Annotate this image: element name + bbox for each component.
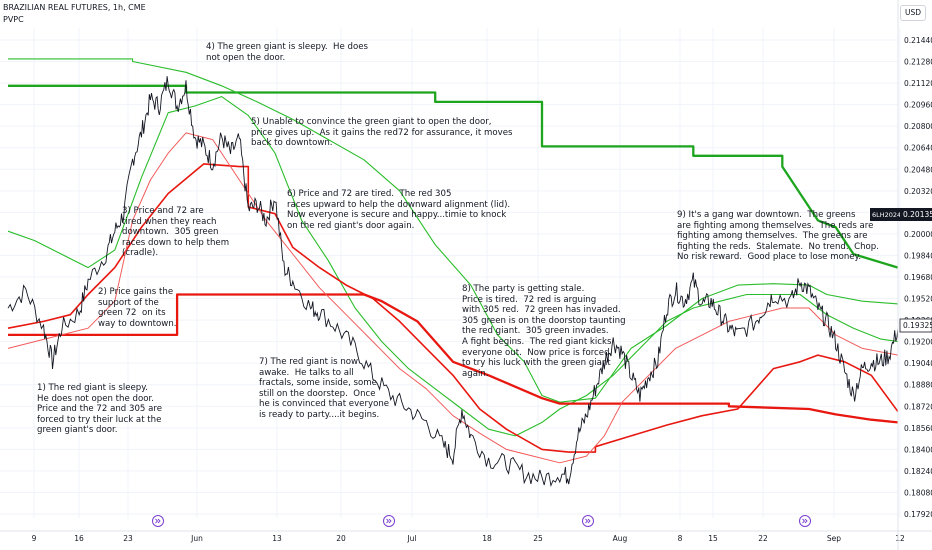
- y-tick-label: 0.18560: [904, 424, 932, 433]
- annotation-6: 6) Price and 72 are tired. The red 305 r…: [287, 189, 511, 231]
- y-tick-label: 0.20640: [904, 144, 932, 153]
- x-tick-label: 22: [758, 534, 768, 543]
- annotation-4: 4) The green giant is sleepy. He does no…: [206, 42, 368, 63]
- grid: [0, 28, 901, 518]
- series-line-4: [8, 293, 899, 424]
- y-tick-label: 0.19520: [904, 295, 932, 304]
- y-tick-label: 0.21440: [904, 36, 932, 45]
- y-tick-label: 0.18240: [904, 467, 932, 476]
- x-tick-label: Jul: [406, 534, 416, 543]
- svg-text:0.19325: 0.19325: [903, 321, 932, 330]
- x-tick-label: 13: [272, 534, 282, 543]
- x-tick-label: 9: [32, 534, 37, 543]
- event-icon[interactable]: [582, 515, 594, 527]
- y-tick-label: 0.20000: [904, 230, 932, 239]
- x-tick-label: 15: [708, 534, 718, 543]
- x-tick-label: 18: [482, 534, 492, 543]
- y-tick-label: 0.18080: [904, 488, 932, 497]
- x-tick-label: 16: [74, 534, 84, 543]
- svg-text:0.20135: 0.20135: [903, 210, 932, 219]
- y-tick-label: 0.19200: [904, 338, 932, 347]
- series-lines: [7, 58, 899, 464]
- event-icons[interactable]: [152, 515, 811, 527]
- y-tick-label: 0.20320: [904, 187, 932, 196]
- x-tick-label: Jun: [190, 534, 203, 543]
- series-line-3: [7, 96, 899, 437]
- y-tick-label: 0.18400: [904, 445, 932, 454]
- price-line: [7, 76, 899, 488]
- annotation-1: 1) The red giant is sleepy. He does not …: [37, 383, 163, 436]
- y-tick-label: 0.21280: [904, 58, 932, 67]
- x-tick-label: Sep: [827, 534, 841, 543]
- y-tick-label: 0.20800: [904, 122, 932, 131]
- y-tick-label: 0.20480: [904, 165, 932, 174]
- y-tick-label: 0.21120: [904, 79, 932, 88]
- price-candles: [7, 76, 899, 488]
- indicator-name: PVPC: [3, 15, 24, 24]
- annotation-2: 2) Price gains the support of the green …: [98, 287, 177, 329]
- annotation-3: 3) Price and 72 are tired when they reac…: [122, 206, 230, 259]
- x-tick-label: 8: [678, 534, 683, 543]
- series-line-6: [7, 132, 899, 464]
- annotation-7: 7) The red giant is now awake. He talks …: [259, 357, 390, 420]
- currency-button[interactable]: USD: [900, 5, 926, 21]
- x-tick-label: 23: [123, 534, 133, 543]
- y-tick-label: 0.20960: [904, 101, 932, 110]
- annotation-8: 8) The party is getting stale. Price is …: [462, 284, 626, 379]
- y-tick-label: 0.18880: [904, 381, 932, 390]
- y-tick-label: 0.17920: [904, 510, 932, 519]
- event-icon[interactable]: [152, 515, 164, 527]
- event-icon[interactable]: [799, 515, 811, 527]
- symbol-header: BRAZILIAN REAL FUTURES, 1h, CME: [3, 3, 146, 12]
- x-tick-label: 20: [336, 534, 346, 543]
- event-icon[interactable]: [383, 515, 395, 527]
- x-tick-label: 12: [895, 534, 905, 543]
- annotation-9: 9) It's a gang war downtown. The greens …: [677, 210, 879, 263]
- y-tick-label: 0.18720: [904, 402, 932, 411]
- x-tick-label: Aug: [613, 534, 628, 543]
- last-price-tag: 0.19325: [899, 318, 932, 333]
- y-tick-label: 0.19680: [904, 273, 932, 282]
- y-tick-label: 0.19840: [904, 251, 932, 260]
- y-tick-label: 0.19040: [904, 359, 932, 368]
- series-line-2: [8, 58, 899, 403]
- svg-text:6LH2024: 6LH2024: [872, 211, 901, 219]
- series-line-1: [8, 84, 899, 269]
- series-line-5: [7, 163, 899, 453]
- annotation-5: 5) Unable to convince the green giant to…: [251, 117, 513, 149]
- x-tick-label: 25: [533, 534, 543, 543]
- symbol-price-tag: 6LH2024 0.20135: [870, 208, 932, 221]
